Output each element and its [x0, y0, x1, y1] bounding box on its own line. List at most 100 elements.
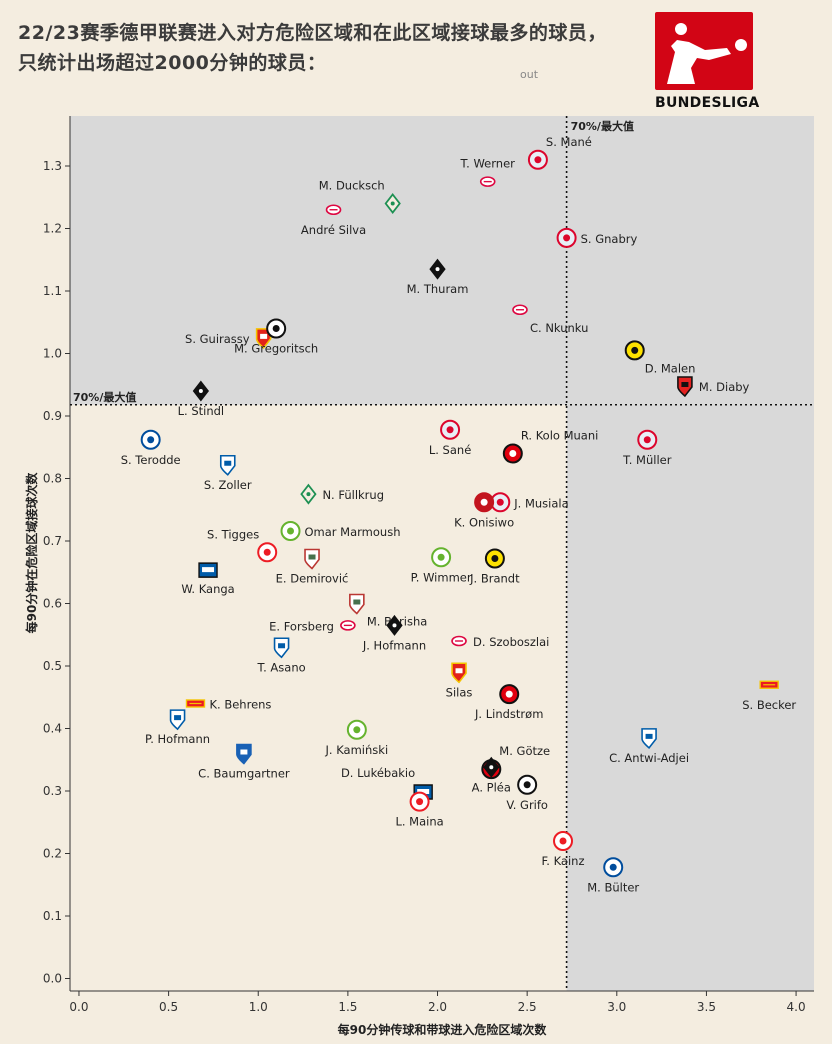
club-badge-center [645, 733, 653, 739]
point-label: Silas [446, 685, 473, 699]
club-badge-center [353, 726, 361, 734]
club-badge-center [390, 201, 395, 206]
point-label: M. Gregoritsch [234, 342, 318, 356]
club-badge-center [491, 555, 499, 562]
y-tick-label: 0.9 [43, 409, 62, 423]
bundesliga-logo-text: BUNDESLIGA [655, 95, 760, 111]
y-tick-label: 0.4 [43, 722, 62, 736]
threshold-label-y: 70%/最大值 [73, 390, 136, 404]
y-tick-label: 0.3 [43, 784, 62, 798]
club-badge-center [681, 382, 689, 387]
club-badge-center [287, 527, 295, 535]
point-label: K. Onisiwo [454, 515, 514, 529]
point-c-baumgartner: C. Baumgartner [198, 743, 290, 781]
point-m-gregoritsch: M. Gregoritsch [234, 318, 318, 356]
point-l-sane: L. Sané [429, 419, 471, 457]
point-m-diaby: M. Diaby [677, 376, 750, 398]
point-silas: Silas [446, 662, 473, 699]
point-j-hofmann: J. Hofmann [362, 614, 426, 652]
bundesliga-logo: BUNDESLIGA [655, 12, 760, 111]
point-label: E. Demirović [276, 572, 349, 586]
club-badge-center [437, 553, 445, 561]
point-m-thuram: M. Thuram [407, 258, 468, 296]
club-badge-center [631, 346, 639, 354]
club-badge-center [392, 623, 397, 628]
club-badge-center [496, 498, 504, 506]
club-badge-center [353, 599, 361, 605]
club-badge-center [278, 643, 286, 649]
point-label: K. Behrens [209, 698, 271, 712]
club-badge-center [505, 690, 513, 698]
point-s-terodde: S. Terodde [121, 429, 181, 467]
x-tick-label: 2.0 [428, 1000, 447, 1014]
point-label: M. Götze [499, 744, 550, 758]
point-m-bulter: M. Bülter [587, 857, 639, 894]
y-tick-label: 0.7 [43, 534, 62, 548]
x-tick-label: 1.0 [249, 1000, 268, 1014]
y-tick-label: 0.0 [43, 972, 62, 986]
club-badge-center [480, 498, 488, 506]
x-tick-label: 4.0 [787, 1000, 806, 1014]
club-badge-center [609, 863, 617, 871]
x-tick-label: 1.5 [338, 1000, 357, 1014]
point-j-lindstr-m: J. Lindstrøm [474, 684, 543, 721]
point-label: C. Nkunku [530, 321, 588, 335]
club-badge-center [174, 715, 182, 721]
threshold-lines: 70%/最大值 70%/最大值 [70, 116, 814, 991]
point-andre-silva: André Silva [301, 204, 366, 237]
club-badge-center [446, 426, 454, 434]
point-label: L. Stindl [178, 404, 225, 418]
club-badge-center [559, 837, 567, 845]
point-l-stindl: L. Stindl [178, 380, 225, 418]
club-badge-center [202, 567, 215, 573]
x-tick-label: 2.5 [518, 1000, 537, 1014]
point-l-maina: L. Maina [395, 791, 444, 829]
club-badge-center [509, 450, 517, 457]
point-label: T. Asano [256, 660, 305, 674]
point-label: D. Lukébakio [341, 766, 415, 780]
point-f-kainz: F. Kainz [542, 831, 585, 868]
point-label: S. Guirassy [185, 332, 250, 346]
point-label: L. Maina [395, 815, 443, 829]
y-tick-label: 0.5 [43, 659, 62, 673]
x-tick-label: 3.0 [607, 1000, 626, 1014]
point-label: J. Musiala [513, 496, 568, 510]
x-tick-label: 0.5 [159, 1000, 178, 1014]
point-s-becker: S. Becker [742, 680, 796, 712]
x-axis-label: 每90分钟传球和带球进入危险区域次数 [338, 1022, 548, 1037]
club-badge-center [147, 436, 155, 444]
point-label: S. Zoller [204, 478, 252, 492]
y-tick-label: 1.3 [43, 159, 62, 173]
point-w-kanga: W. Kanga [181, 562, 235, 596]
point-j-kaminski: J. Kamiński [325, 719, 388, 757]
club-badge-center [534, 156, 542, 164]
chart-axes: 0.0 0.5 1.0 1.5 2.0 2.5 3.0 3.5 4.0 0.0 0.1 0.2 0.3 0… [43, 116, 814, 1014]
point-a-plea: A. Pléa [472, 756, 511, 794]
point-v-grifo: V. Grifo [506, 774, 548, 812]
club-badge-center [489, 765, 494, 770]
y-tick-label: 0.1 [43, 909, 62, 923]
club-badge-center [308, 554, 316, 560]
bundesliga-logo-icon [655, 12, 753, 90]
point-label: N. Füllkrug [322, 488, 384, 502]
club-badge-center [306, 492, 311, 497]
point-n-fullkrug: N. Füllkrug [300, 483, 384, 505]
point-label: S. Terodde [121, 453, 181, 467]
point-e-demirovic: E. Demirović [276, 548, 349, 586]
point-label: D. Szoboszlai [473, 635, 549, 649]
subtitle-fragment: out [520, 68, 539, 81]
point-p-hofmann: P. Hofmann [145, 709, 210, 746]
shade-upper [70, 116, 814, 405]
point-s-mane: S. Mané [527, 135, 592, 170]
point-label: M. Diaby [699, 380, 750, 394]
point-label: M. Ducksch [319, 179, 385, 193]
point-label: W. Kanga [181, 582, 234, 596]
data-points: S. Mané T. Werner M. Ducksch André Silva S. … [121, 135, 797, 895]
point-m-ducksch: M. Ducksch [319, 179, 401, 214]
point-s-gnabry: S. Gnabry [556, 227, 637, 248]
point-label: S. Mané [546, 135, 592, 149]
point-label: C. Antwi-Adjei [609, 751, 689, 765]
point-label: P. Wimmer [411, 570, 472, 584]
point-label: M. Bülter [587, 880, 639, 894]
